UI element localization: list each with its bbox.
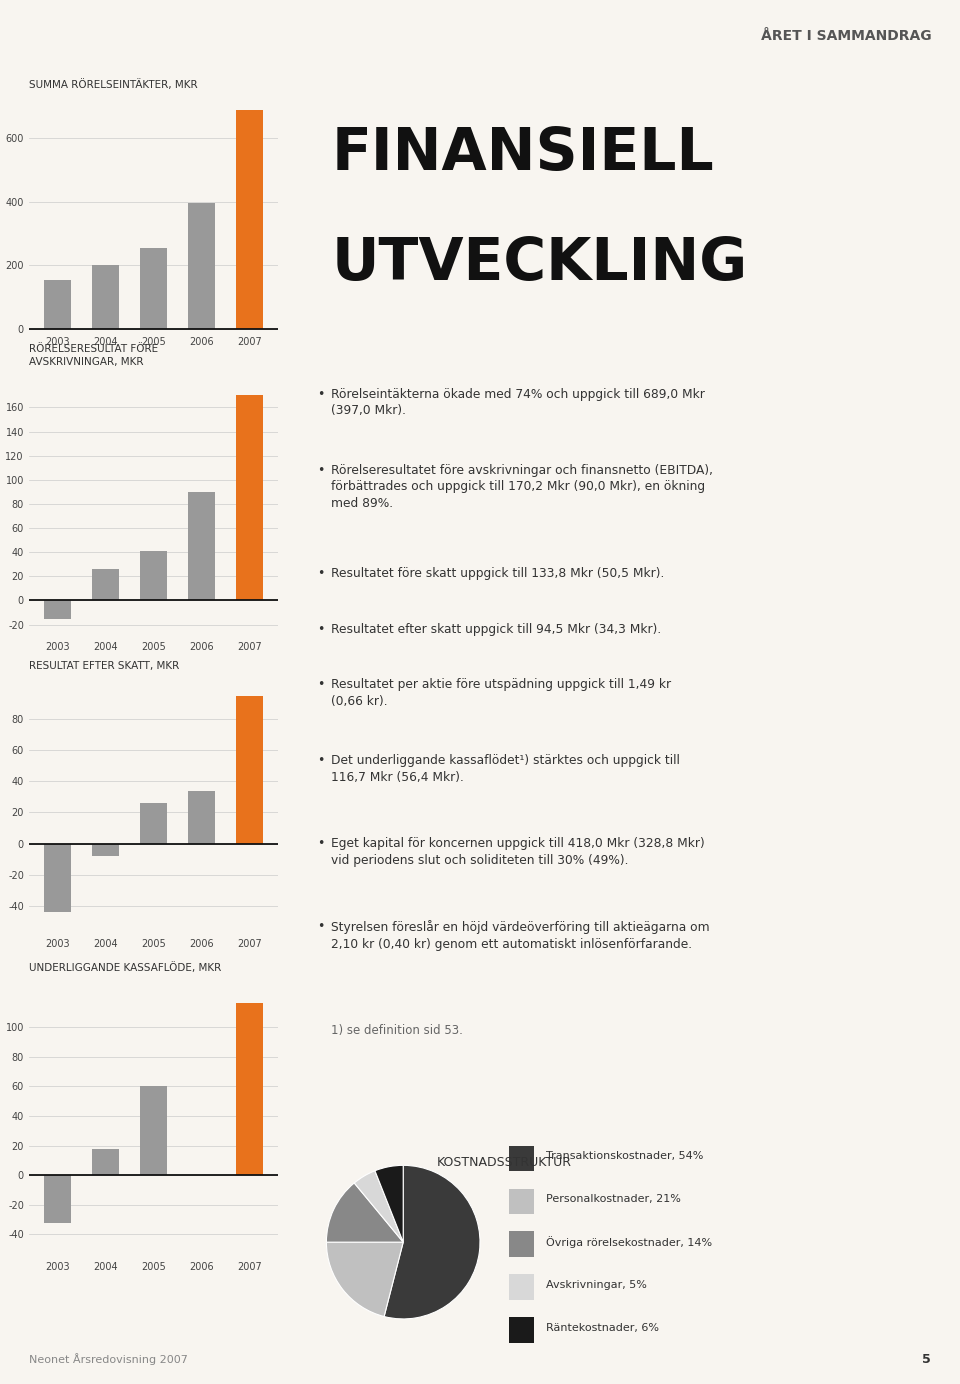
Text: Personalkostnader, 21%: Personalkostnader, 21%: [546, 1194, 681, 1204]
Bar: [44, 601, 71, 619]
Text: •: •: [317, 678, 324, 691]
Bar: [509, 1275, 534, 1300]
Text: SUMMA RÖRELSEINTÄKTER, MKR: SUMMA RÖRELSEINTÄKTER, MKR: [29, 79, 198, 90]
Wedge shape: [326, 1183, 403, 1243]
Text: 5: 5: [923, 1352, 931, 1366]
Bar: [509, 1232, 534, 1257]
Text: •: •: [317, 837, 324, 850]
Text: Transaktionskostnader, 54%: Transaktionskostnader, 54%: [546, 1151, 704, 1161]
Wedge shape: [326, 1241, 403, 1316]
Bar: [44, 280, 71, 329]
Text: Avskrivningar, 5%: Avskrivningar, 5%: [546, 1280, 647, 1290]
Text: UNDERLIGGANDE KASSAFLÖDE, MKR: UNDERLIGGANDE KASSAFLÖDE, MKR: [29, 962, 221, 973]
Text: Det underliggande kassaflödet¹) stärktes och uppgick till
116,7 Mkr (56,4 Mkr).: Det underliggande kassaflödet¹) stärktes…: [331, 754, 680, 783]
Bar: [140, 1086, 167, 1175]
Bar: [236, 396, 263, 601]
Text: UTVECKLING: UTVECKLING: [331, 235, 747, 292]
Text: Rörelseintäkterna ökade med 74% och uppgick till 689,0 Mkr
(397,0 Mkr).: Rörelseintäkterna ökade med 74% och uppg…: [331, 388, 705, 417]
Text: KOSTNADSSTRUKTUR: KOSTNADSSTRUKTUR: [437, 1157, 572, 1169]
Text: Räntekostnader, 6%: Räntekostnader, 6%: [546, 1323, 659, 1333]
Text: RÖRELSERESULTAT FÖRE
AVSKRIVNINGAR, MKR: RÖRELSERESULTAT FÖRE AVSKRIVNINGAR, MKR: [29, 345, 158, 367]
Text: •: •: [317, 920, 324, 933]
Text: FINANSIELL: FINANSIELL: [331, 125, 714, 181]
Bar: [44, 1175, 71, 1222]
Text: •: •: [317, 754, 324, 767]
Bar: [236, 109, 263, 329]
Text: •: •: [317, 388, 324, 400]
Wedge shape: [354, 1171, 403, 1243]
Wedge shape: [375, 1165, 403, 1243]
Text: ÅRET I SAMMANDRAG: ÅRET I SAMMANDRAG: [760, 29, 931, 43]
Bar: [509, 1146, 534, 1171]
Text: Resultatet per aktie före utspädning uppgick till 1,49 kr
(0,66 kr).: Resultatet per aktie före utspädning upp…: [331, 678, 671, 707]
Text: Neonet Årsredovisning 2007: Neonet Årsredovisning 2007: [29, 1354, 187, 1365]
Text: •: •: [317, 567, 324, 580]
Text: Rörelseresultatet före avskrivningar och finansnetto (EBITDA),
förbättrades och : Rörelseresultatet före avskrivningar och…: [331, 464, 713, 509]
Bar: [236, 1002, 263, 1175]
Bar: [44, 844, 71, 912]
Bar: [188, 790, 215, 844]
Bar: [188, 491, 215, 601]
Text: Eget kapital för koncernen uppgick till 418,0 Mkr (328,8 Mkr)
vid periodens slut: Eget kapital för koncernen uppgick till …: [331, 837, 705, 866]
Text: Styrelsen föreslår en höjd värdeöverföring till aktieägarna om
2,10 kr (0,40 kr): Styrelsen föreslår en höjd värdeöverföri…: [331, 920, 709, 951]
Bar: [236, 696, 263, 844]
Bar: [509, 1189, 534, 1214]
Text: Resultatet före skatt uppgick till 133,8 Mkr (50,5 Mkr).: Resultatet före skatt uppgick till 133,8…: [331, 567, 664, 580]
Bar: [92, 844, 119, 857]
Bar: [92, 569, 119, 601]
Text: RESULTAT EFTER SKATT, MKR: RESULTAT EFTER SKATT, MKR: [29, 662, 180, 671]
Bar: [188, 203, 215, 329]
Text: •: •: [317, 623, 324, 635]
Bar: [140, 551, 167, 601]
Wedge shape: [384, 1165, 480, 1319]
Text: Övriga rörelsekostnader, 14%: Övriga rörelsekostnader, 14%: [546, 1236, 712, 1248]
Bar: [140, 803, 167, 844]
Text: Resultatet efter skatt uppgick till 94,5 Mkr (34,3 Mkr).: Resultatet efter skatt uppgick till 94,5…: [331, 623, 661, 635]
Bar: [92, 1149, 119, 1175]
Text: 1) se definition sid 53.: 1) se definition sid 53.: [331, 1024, 463, 1037]
Bar: [509, 1318, 534, 1342]
Bar: [92, 266, 119, 329]
Bar: [140, 248, 167, 329]
Text: •: •: [317, 464, 324, 476]
